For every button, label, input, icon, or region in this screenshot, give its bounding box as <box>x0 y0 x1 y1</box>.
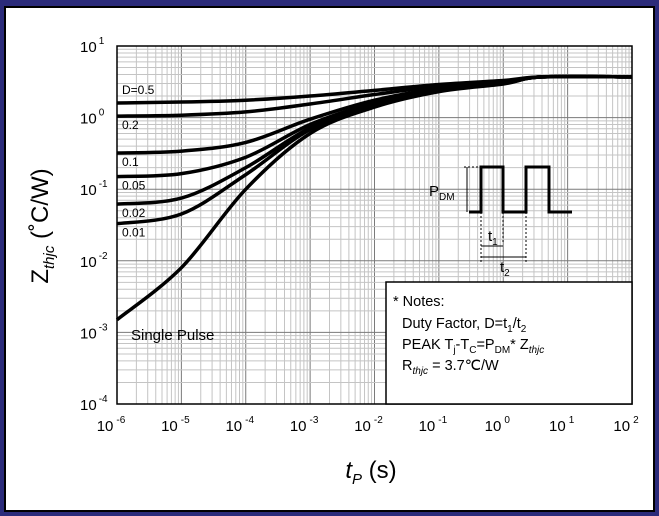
curve-label-1: 0.2 <box>122 118 139 132</box>
x-axis-label: tP (s) <box>345 457 396 488</box>
x-tick-label: 10 -1 <box>419 415 448 435</box>
notes-rthjc: Rthjc = 3.7℃/W <box>402 358 499 377</box>
x-tick-label: 10 -5 <box>161 415 190 435</box>
t2-label: t2 <box>500 259 510 279</box>
curve-labels: D=0.5 0.2 0.1 0.05 0.02 0.01 Single Pulse <box>122 83 214 344</box>
x-tick-label: 10 0 <box>485 415 511 435</box>
y-tick-label: 10 1 <box>80 36 105 56</box>
x-tick-labels: 10 -6 10 -5 10 -4 10 -3 10 -2 10 -1 10 0 10 1 10 2 <box>97 415 639 435</box>
y-tick-label: 10 -3 <box>80 322 108 342</box>
x-tick-label: 10 2 <box>613 415 639 435</box>
notes-box: * Notes: Duty Factor, D=t1/t2 PEAK Tj-TC… <box>385 281 633 405</box>
t1-label: t1 <box>488 228 498 248</box>
x-tick-label: 10 -2 <box>354 415 383 435</box>
pdm-label: PDM <box>429 183 455 203</box>
notes-duty-factor: Duty Factor, D=t1/t2 <box>402 316 527 335</box>
y-tick-label: 10 -2 <box>80 251 108 271</box>
x-tick-label: 10 -6 <box>97 415 126 435</box>
y-tick-label: 10 0 <box>80 108 105 128</box>
curve-6 <box>115 74 633 322</box>
y-tick-label: 10 -1 <box>80 179 108 199</box>
curve-label-0: D=0.5 <box>122 83 155 97</box>
y-tick-label: 10 -4 <box>80 394 108 414</box>
pulse-waveform <box>469 165 572 214</box>
notes-title: * Notes: <box>393 294 445 310</box>
notes-peak: PEAK Tj-TC=PDM* Zthjc <box>402 337 544 356</box>
plot-area <box>116 45 633 405</box>
curve-label-4: 0.02 <box>122 206 146 220</box>
x-tick-label: 10 -4 <box>225 415 254 435</box>
pulse-inset: PDM t1 t2 <box>429 165 572 279</box>
curves <box>115 74 633 322</box>
curve-label-5: 0.01 <box>122 226 146 240</box>
curve-label-3: 0.05 <box>122 179 146 193</box>
curve-label-6: Single Pulse <box>131 327 214 344</box>
notes-frame <box>385 281 633 405</box>
chart-frame: 10 -6 10 -5 10 -4 10 -3 10 -2 10 -1 10 0 10 1 10 2 10 1 10 0… <box>4 6 655 512</box>
x-tick-label: 10 -3 <box>290 415 319 435</box>
y-axis-label: Zthjc (˚C/W) <box>27 168 58 283</box>
x-tick-label: 10 1 <box>549 415 575 435</box>
curve-label-2: 0.1 <box>122 155 139 169</box>
